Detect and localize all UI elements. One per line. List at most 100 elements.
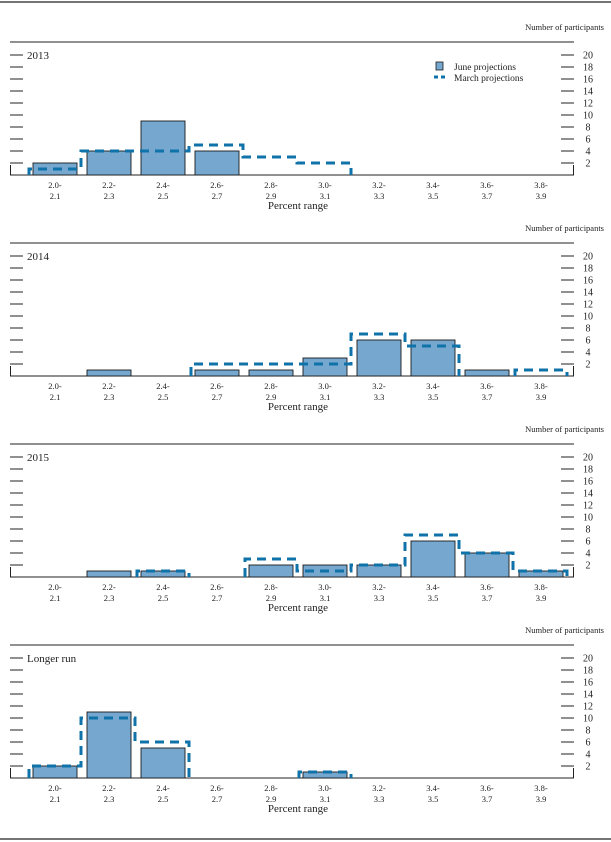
x-tick-label: 3.8- [534,783,548,793]
x-tick-label: 3.8- [534,582,548,592]
x-tick-label: 2.2- [102,582,116,592]
june-bar [194,150,240,176]
x-tick-label: 3.7 [482,392,493,402]
y-tick-label: 20 [583,252,593,263]
june-bar [86,150,132,176]
panel-title: 2014 [27,251,50,263]
y-tick-label: 2 [586,360,591,371]
x-tick-label: 2.2- [102,381,116,391]
x-tick-label: 3.1 [320,392,331,402]
x-tick-label: 3.0- [318,381,332,391]
x-tick-label: 2.7 [212,593,223,603]
x-tick-label: 2.4- [156,381,170,391]
x-tick-label: 3.2- [372,783,386,793]
x-tick-label: 3.9 [536,593,547,603]
x-tick-label: 3.2- [372,381,386,391]
march-step-outline [27,143,353,175]
y-tick-label: 12 [583,702,593,713]
march-step-outline [243,533,569,577]
june-bar [248,369,294,377]
x-tick-label: 2.6- [210,582,224,592]
panel-title: 2013 [27,50,50,62]
x-tick-label: 3.4- [426,783,440,793]
june-bar [464,552,510,578]
x-tick-label: 2.0- [48,582,62,592]
x-tick-label: 2.8- [264,582,278,592]
panel-title: 2015 [27,452,50,464]
y-tick-label: 14 [583,489,593,500]
x-tick-label: 3.3 [374,191,385,201]
y-tick-label: 2 [586,159,591,170]
x-tick-label: 2.1 [50,593,61,603]
x-tick-label: 3.6- [480,582,494,592]
x-tick-label: 3.1 [320,593,331,603]
y-tick-label: 18 [583,63,593,74]
y-tick-label: 12 [583,300,593,311]
x-tick-label: 2.4- [156,582,170,592]
y-axis-unit-label: Number of participants [525,424,604,434]
x-tick-label: 3.9 [536,794,547,804]
x-tick-label: 2.9 [266,392,277,402]
x-tick-label: 3.5 [428,593,439,603]
x-tick-label: 2.5 [158,191,169,201]
june-bar [464,369,510,377]
x-tick-label: 3.3 [374,392,385,402]
june-bar [356,339,402,377]
y-tick-label: 18 [583,465,593,476]
x-axis-label: Percent range [268,803,328,815]
x-tick-label: 3.0- [318,582,332,592]
x-tick-label: 3.2- [372,582,386,592]
x-tick-label: 3.6- [480,783,494,793]
june-bar [140,747,186,779]
x-axis-label: Percent range [268,401,328,413]
y-tick-label: 8 [586,726,591,737]
y-axis-unit-label: Number of participants [525,22,604,32]
x-tick-label: 2.0- [48,783,62,793]
x-tick-label: 2.9 [266,794,277,804]
x-tick-label: 3.9 [536,392,547,402]
x-tick-label: 3.5 [428,191,439,201]
march-step-outline [513,368,569,376]
x-tick-label: 3.4- [426,180,440,190]
x-tick-label: 2.0- [48,381,62,391]
march-step-outline [297,770,353,778]
x-tick-label: 3.3 [374,593,385,603]
x-tick-label: 2.3 [104,593,115,603]
y-tick-label: 20 [583,654,593,665]
y-tick-label: 4 [586,549,591,560]
x-tick-label: 3.7 [482,593,493,603]
y-tick-label: 20 [583,453,593,464]
y-tick-label: 14 [583,288,593,299]
x-tick-label: 3.1 [320,794,331,804]
june-bar [356,564,402,578]
x-tick-label: 3.0- [318,180,332,190]
y-tick-label: 8 [586,123,591,134]
y-tick-label: 20 [583,51,593,62]
x-tick-label: 2.5 [158,392,169,402]
x-tick-label: 2.8- [264,783,278,793]
x-tick-label: 2.8- [264,180,278,190]
x-tick-label: 3.6- [480,180,494,190]
x-tick-label: 2.0- [48,180,62,190]
x-tick-label: 2.6- [210,381,224,391]
y-tick-label: 2 [586,561,591,572]
x-tick-label: 2.2- [102,180,116,190]
x-tick-label: 2.8- [264,381,278,391]
x-tick-label: 3.6- [480,381,494,391]
x-tick-label: 3.7 [482,794,493,804]
y-tick-label: 4 [586,348,591,359]
x-tick-label: 2.6- [210,180,224,190]
x-tick-label: 2.5 [158,593,169,603]
june-bar [410,339,456,377]
legend-label-june: June projections [454,63,516,73]
x-tick-label: 3.3 [374,794,385,804]
y-tick-label: 12 [583,501,593,512]
x-tick-label: 3.0- [318,783,332,793]
y-tick-label: 16 [583,276,593,287]
march-step-outline [27,716,191,778]
x-tick-label: 2.4- [156,180,170,190]
y-tick-label: 14 [583,690,593,701]
x-tick-label: 3.4- [426,582,440,592]
